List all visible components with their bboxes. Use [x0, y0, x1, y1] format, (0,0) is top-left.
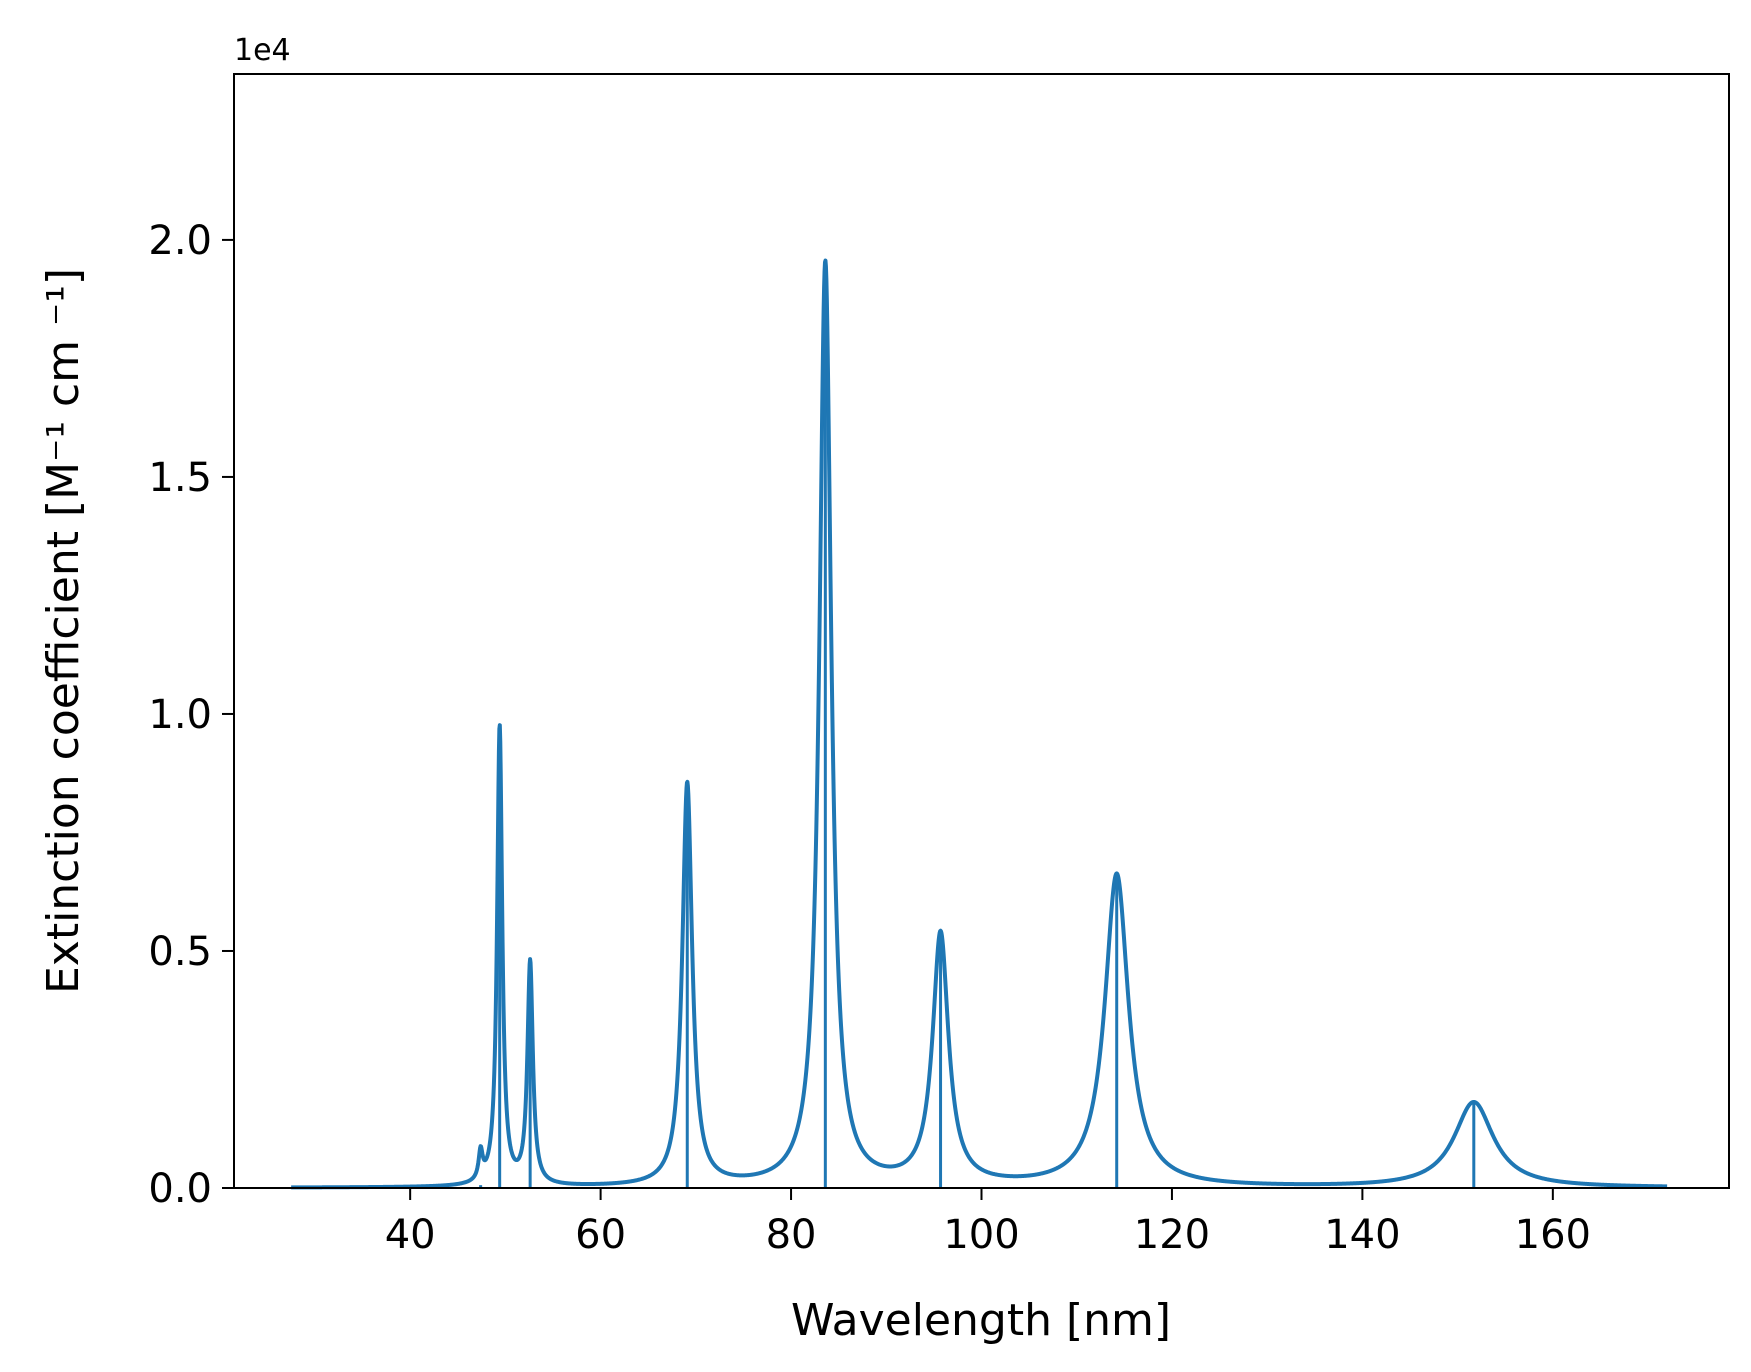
x-tick-label: 160 [1515, 1212, 1591, 1258]
x-tick-label: 80 [766, 1212, 817, 1258]
x-tick-label: 100 [943, 1212, 1019, 1258]
x-tick-label: 120 [1134, 1212, 1210, 1258]
x-tick-label: 40 [385, 1212, 436, 1258]
x-axis-ticks: 40 60 80 100 120 140 160 [385, 1188, 1591, 1258]
y-axis-ticks: 0.0 0.5 1.0 1.5 2.0 [148, 218, 234, 1212]
y-tick-label: 2.0 [148, 218, 212, 264]
y-tick-label: 1.0 [148, 692, 212, 738]
x-tick-label: 60 [575, 1212, 626, 1258]
y-offset-label: 1e4 [234, 33, 291, 68]
y-tick-label: 0.0 [148, 1166, 212, 1212]
x-axis-label: Wavelength [nm] [791, 1295, 1171, 1346]
y-axis-label: Extinction coefficient [M⁻¹ cm ⁻¹] [38, 268, 89, 994]
y-tick-label: 0.5 [148, 929, 212, 975]
spectrum-curve [289, 258, 1669, 1190]
stick-lines-layer [479, 263, 1476, 1188]
y-tick-label: 1.5 [148, 455, 212, 501]
spectrum-curve-layer [289, 258, 1669, 1190]
x-tick-label: 140 [1324, 1212, 1400, 1258]
